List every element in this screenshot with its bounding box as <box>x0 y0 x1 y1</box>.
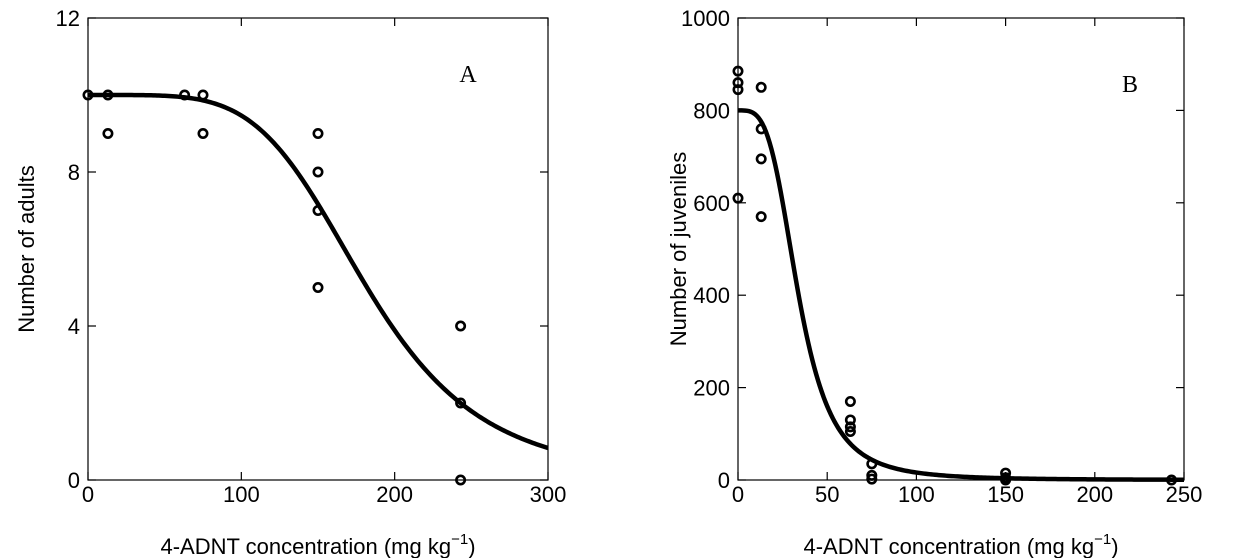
x-tick-label: 0 <box>82 482 94 507</box>
data-point <box>1000 474 1012 486</box>
data-point <box>844 421 856 433</box>
data-point <box>755 153 767 165</box>
data-point <box>179 89 191 101</box>
data-point <box>844 425 856 437</box>
y-tick-label: 12 <box>56 6 80 31</box>
plot-frame <box>737 17 1185 481</box>
x-tick-label: 50 <box>815 482 839 507</box>
data-point <box>732 84 744 96</box>
data-point <box>866 458 878 470</box>
data-point <box>732 65 744 77</box>
panel-label: B <box>1122 72 1138 98</box>
data-point <box>102 89 114 101</box>
data-point <box>197 89 209 101</box>
x-tick-label: 100 <box>898 482 935 507</box>
x-tick-label: 0 <box>732 482 744 507</box>
data-point <box>102 128 114 140</box>
data-point <box>312 205 324 217</box>
data-point <box>755 211 767 223</box>
x-tick-label: 250 <box>1166 482 1203 507</box>
y-tick-label: 600 <box>693 191 730 216</box>
y-tick-label: 8 <box>68 160 80 185</box>
fitted-curve <box>88 92 549 451</box>
x-tick-label: 300 <box>530 482 567 507</box>
x-tick-label: 150 <box>987 482 1024 507</box>
y-tick-label: 400 <box>693 283 730 308</box>
data-point <box>866 473 878 485</box>
data-point <box>732 77 744 89</box>
x-tick-label: 200 <box>1076 482 1113 507</box>
y-tick-label: 1000 <box>681 6 730 31</box>
y-axis-label: Number of juveniles <box>666 152 691 346</box>
data-point <box>1166 474 1178 486</box>
data-point <box>755 81 767 93</box>
data-point <box>455 397 467 409</box>
x-tick-label: 100 <box>223 482 260 507</box>
data-point <box>844 414 856 426</box>
data-point <box>312 281 324 293</box>
data-point <box>732 192 744 204</box>
data-point <box>1000 467 1012 479</box>
y-tick-label: 0 <box>68 468 80 493</box>
y-tick-label: 200 <box>693 376 730 401</box>
y-tick-label: 4 <box>68 314 80 339</box>
data-point <box>197 128 209 140</box>
data-point <box>82 89 94 101</box>
data-point <box>844 395 856 407</box>
chart-panel-a: 0 100 200 300 0 4 8 12 A 4-ADNT concentration (mg… <box>14 6 566 558</box>
data-point <box>312 166 324 178</box>
y-axis-label: Number of adults <box>14 165 39 333</box>
panel-label: A <box>459 62 477 88</box>
fitted-curve <box>738 108 1184 482</box>
y-tick-label: 800 <box>693 98 730 123</box>
chart-panel-b: 0 50 100 150 200 250 0 200 400 600 800 1000 B 4-ADNT … <box>666 6 1202 558</box>
x-axis-label: 4-ADNT concentration (mg kg−1) <box>160 531 475 558</box>
data-point <box>312 128 324 140</box>
data-point <box>755 123 767 135</box>
x-axis-label: 4-ADNT concentration (mg kg−1) <box>803 531 1118 558</box>
plot-frame <box>87 17 549 481</box>
x-tick-label: 200 <box>376 482 413 507</box>
data-point <box>866 469 878 481</box>
data-point <box>455 474 467 486</box>
y-tick-label: 0 <box>718 468 730 493</box>
data-point <box>455 320 467 332</box>
